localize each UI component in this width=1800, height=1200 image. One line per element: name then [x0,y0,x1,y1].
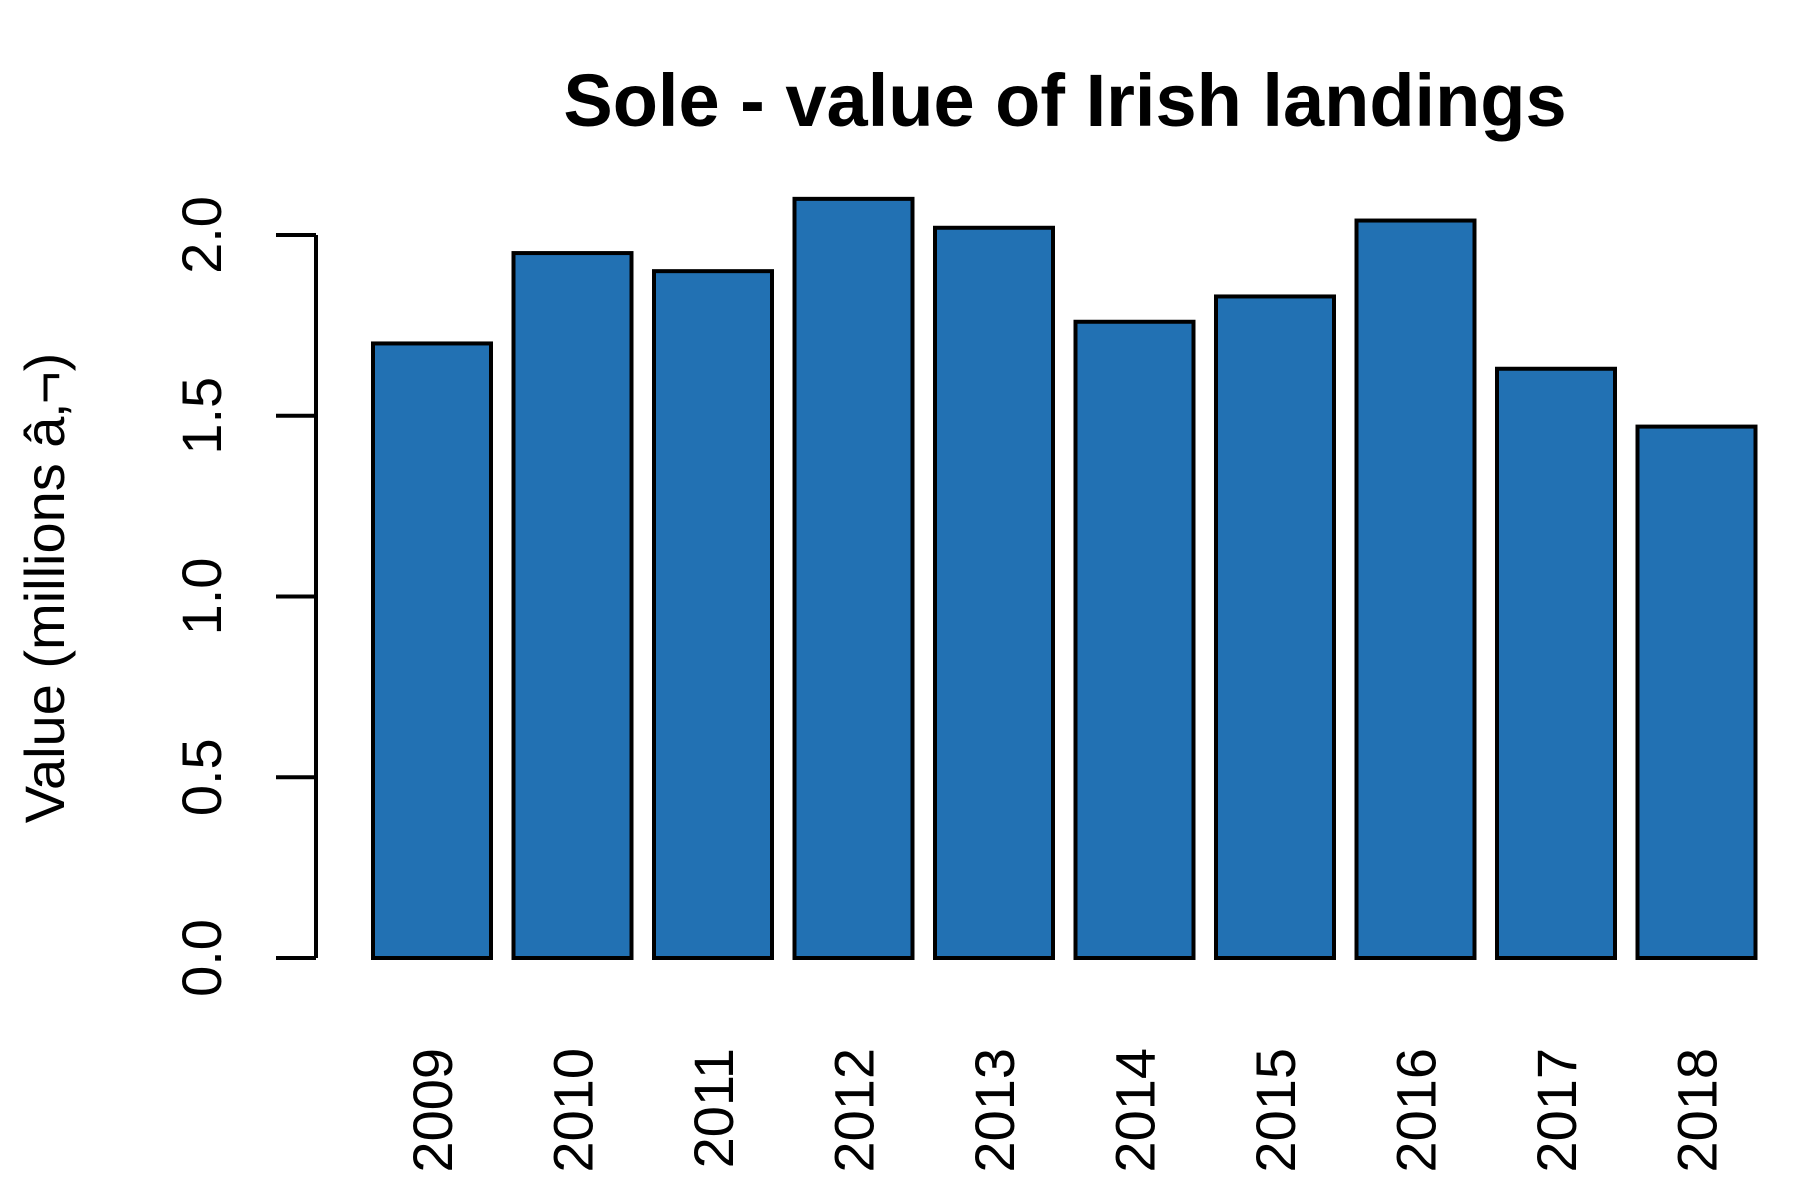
y-tick-label: 1.5 [170,377,233,455]
y-tick-label: 0.0 [170,919,233,997]
bar-2017 [1495,366,1617,960]
x-tick-label: 2010 [542,1048,605,1173]
bar-2016 [1354,218,1477,961]
bar-2011 [652,269,774,960]
x-tick-label: 2016 [1385,1048,1448,1173]
bar-2018 [1635,424,1758,961]
bar-2013 [933,225,1055,960]
y-tick-label: 0.5 [170,738,233,816]
bar-2015 [1214,294,1336,960]
x-tick-label: 2015 [1244,1048,1307,1173]
bar-2012 [792,196,915,961]
y-tick-label: 1.0 [170,558,233,636]
bar-2010 [511,251,634,960]
bar-2014 [1073,319,1196,960]
x-tick-label: 2018 [1666,1048,1729,1173]
x-tick-label: 2017 [1525,1048,1588,1173]
bar-2009 [371,341,493,960]
bars [371,196,1758,961]
x-tick-label: 2009 [401,1048,464,1173]
x-tick-label: 2011 [682,1048,745,1168]
x-tick-label: 2012 [823,1048,886,1173]
y-axis-label: Value (millions â‚¬) [13,353,76,823]
x-tick-label: 2013 [963,1048,1026,1173]
x-axis-tick-labels: 2009 2010 2011 2012 2013 2014 2015 2016 2017 2018 [401,1048,1729,1173]
y-axis: 0.0 0.5 1.0 1.5 2.0 [170,196,318,997]
y-tick-label: 2.0 [170,196,233,274]
chart-title: Sole - value of Irish landings [563,59,1566,142]
x-tick-label: 2014 [1104,1048,1167,1173]
